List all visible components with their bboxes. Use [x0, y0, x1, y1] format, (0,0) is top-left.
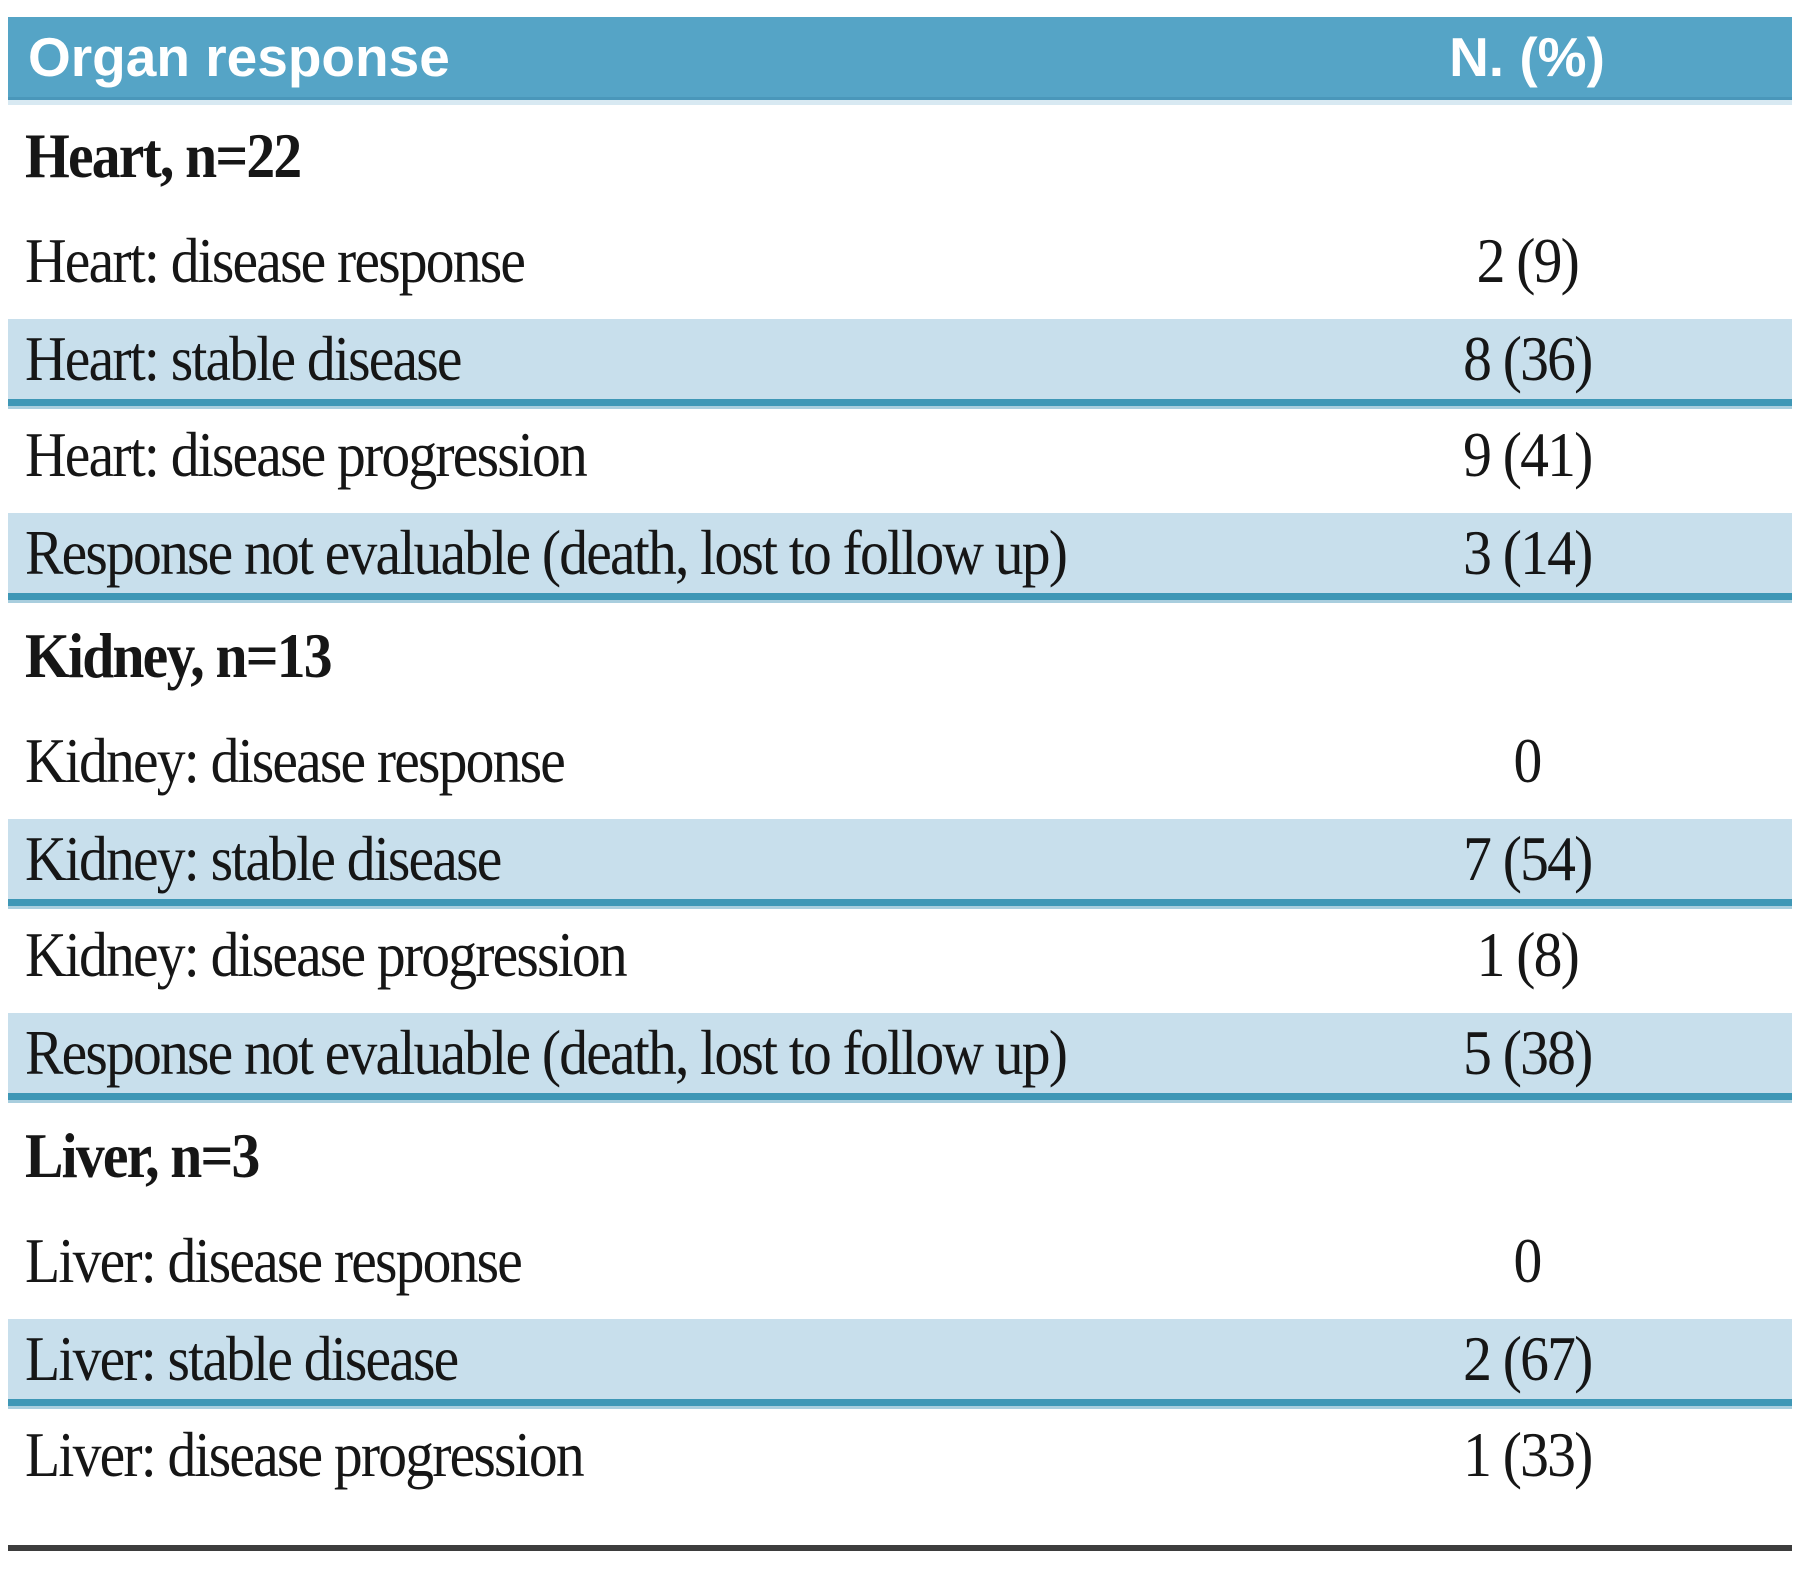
row-label: Kidney: disease progression	[8, 918, 1262, 992]
row-value: 2 (9)	[1262, 224, 1792, 298]
table-row: Liver: disease progression 1 (33)	[8, 1406, 1792, 1503]
row-label: Heart: disease progression	[8, 418, 1262, 492]
section-title-text: Kidney, n=13	[25, 620, 333, 691]
row-label-text: Kidney: disease response	[25, 724, 566, 796]
row-label: Liver: disease response	[8, 1224, 1262, 1298]
section-title: Heart, n=22	[8, 100, 1792, 212]
row-label: Heart: stable disease	[8, 322, 1262, 396]
row-value: 9 (41)	[1262, 418, 1792, 492]
row-label-text: Heart: stable disease	[25, 323, 462, 394]
row-label: Kidney: stable disease	[8, 822, 1262, 896]
row-value: 8 (36)	[1262, 322, 1792, 396]
table-row: Heart: stable disease 8 (36)	[8, 319, 1792, 406]
row-value: 3 (14)	[1262, 516, 1792, 590]
row-value-text: 7 (54)	[1462, 823, 1593, 894]
row-value-text: 2 (9)	[1476, 224, 1579, 296]
row-label: Kidney: disease response	[8, 724, 1262, 798]
row-label: Heart: disease response	[8, 224, 1262, 298]
column-header-n-percent-label: N. (%)	[1449, 26, 1605, 88]
row-value-text: 2 (67)	[1462, 1323, 1593, 1394]
table-row: Kidney: stable disease 7 (54)	[8, 819, 1792, 906]
row-label: Response not evaluable (death, lost to f…	[8, 516, 1262, 590]
row-value: 0	[1262, 1224, 1792, 1298]
table-body: Heart, n=22 Heart: disease response 2 (9) H…	[8, 100, 1792, 1503]
section-title: Liver, n=3	[8, 1100, 1792, 1212]
row-value-text: 0	[1513, 1224, 1543, 1296]
row-label-text: Heart: disease progression	[25, 418, 588, 490]
row-value-text: 0	[1513, 724, 1543, 796]
table-row: Kidney: disease progression 1 (8)	[8, 906, 1792, 1003]
table-row: Liver: stable disease 2 (67)	[8, 1319, 1792, 1406]
table-row: Heart: disease response 2 (9)	[8, 212, 1792, 309]
table-row: Liver: disease response 0	[8, 1212, 1792, 1309]
table-header-row: Organ response N. (%)	[8, 17, 1792, 100]
row-label: Response not evaluable (death, lost to f…	[8, 1016, 1262, 1090]
row-label-text: Response not evaluable (death, lost to f…	[25, 517, 1068, 588]
table-row: Response not evaluable (death, lost to f…	[8, 513, 1792, 600]
row-value: 2 (67)	[1262, 1322, 1792, 1396]
column-header-n-percent: N. (%)	[1262, 25, 1792, 89]
row-value-text: 1 (8)	[1476, 918, 1579, 990]
row-label-text: Heart: disease response	[25, 224, 526, 296]
section-title-text: Liver, n=3	[25, 1120, 260, 1191]
section-title: Kidney, n=13	[8, 600, 1792, 712]
table-row: Kidney: disease response 0	[8, 712, 1792, 809]
row-value: 5 (38)	[1262, 1016, 1792, 1090]
table-row: Response not evaluable (death, lost to f…	[8, 1013, 1792, 1100]
row-label: Liver: stable disease	[8, 1322, 1262, 1396]
row-label-text: Liver: disease response	[25, 1224, 523, 1296]
table-bottom-rule	[8, 1545, 1792, 1551]
row-label-text: Kidney: stable disease	[25, 823, 502, 894]
row-value: 1 (33)	[1262, 1418, 1792, 1492]
section-title-text: Heart, n=22	[25, 120, 302, 191]
row-value-text: 5 (38)	[1462, 1017, 1593, 1088]
row-value: 1 (8)	[1262, 918, 1792, 992]
table-row: Heart: disease progression 9 (41)	[8, 406, 1792, 503]
row-value-text: 1 (33)	[1462, 1418, 1593, 1490]
row-value: 7 (54)	[1262, 822, 1792, 896]
column-header-organ-response-label: Organ response	[28, 26, 450, 88]
row-value-text: 9 (41)	[1462, 418, 1593, 490]
row-label-text: Liver: stable disease	[25, 1323, 459, 1394]
row-label-text: Liver: disease progression	[25, 1418, 585, 1490]
column-header-organ-response: Organ response	[8, 25, 1262, 89]
row-value: 0	[1262, 724, 1792, 798]
row-label: Liver: disease progression	[8, 1418, 1262, 1492]
row-value-text: 8 (36)	[1462, 323, 1593, 394]
row-value-text: 3 (14)	[1462, 517, 1593, 588]
row-label-text: Response not evaluable (death, lost to f…	[25, 1017, 1068, 1088]
row-label-text: Kidney: disease progression	[25, 918, 628, 990]
